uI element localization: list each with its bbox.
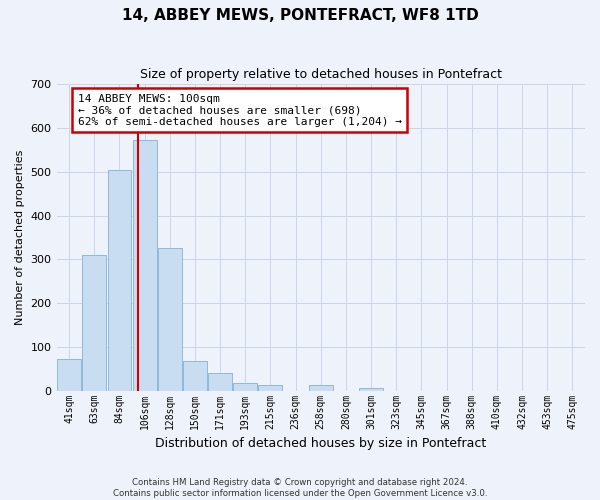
Bar [233,383,257,390]
Bar [133,140,157,390]
Bar [107,170,131,390]
Bar [359,388,383,390]
Bar [82,255,106,390]
Y-axis label: Number of detached properties: Number of detached properties [15,150,25,325]
Title: Size of property relative to detached houses in Pontefract: Size of property relative to detached ho… [140,68,502,80]
Text: 14 ABBEY MEWS: 100sqm
← 36% of detached houses are smaller (698)
62% of semi-det: 14 ABBEY MEWS: 100sqm ← 36% of detached … [77,94,401,127]
Text: Contains HM Land Registry data © Crown copyright and database right 2024.
Contai: Contains HM Land Registry data © Crown c… [113,478,487,498]
Bar [57,359,81,390]
Bar [208,373,232,390]
Bar [158,248,182,390]
Bar [309,386,333,390]
Text: 14, ABBEY MEWS, PONTEFRACT, WF8 1TD: 14, ABBEY MEWS, PONTEFRACT, WF8 1TD [122,8,478,22]
Bar [259,384,283,390]
X-axis label: Distribution of detached houses by size in Pontefract: Distribution of detached houses by size … [155,437,487,450]
Bar [183,362,207,390]
